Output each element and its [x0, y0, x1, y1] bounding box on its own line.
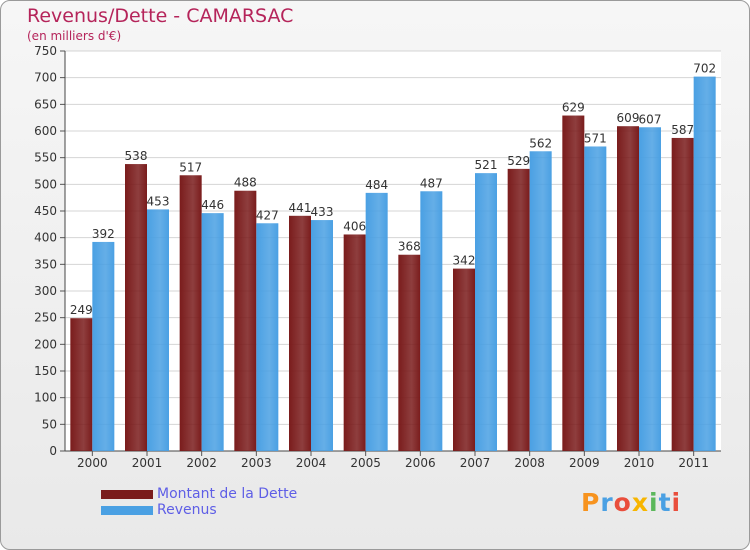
- x-tick-label: 2007: [460, 456, 491, 470]
- chart-title: Revenus/Dette - CAMARSAC: [27, 5, 294, 27]
- data-label: 487: [420, 176, 443, 190]
- x-tick-label: 2004: [296, 456, 327, 470]
- bar-debt: [70, 318, 93, 451]
- y-tick-label: 50: [42, 417, 57, 431]
- x-tick-label: 2006: [405, 456, 436, 470]
- logo-letter: x: [631, 488, 649, 517]
- x-tick-label: 2002: [186, 456, 217, 470]
- bar-revenue: [256, 223, 279, 451]
- x-tick-label: 2003: [241, 456, 272, 470]
- data-label: 406: [343, 219, 366, 233]
- data-label: 453: [147, 194, 170, 208]
- bar-debt: [398, 254, 421, 451]
- data-label: 433: [311, 205, 334, 219]
- data-label: 484: [365, 178, 388, 192]
- y-tick-label: 150: [34, 364, 57, 378]
- data-label: 441: [289, 201, 312, 215]
- x-tick-label: 2008: [514, 456, 545, 470]
- data-label: 427: [256, 208, 279, 222]
- x-tick-label: 2001: [132, 456, 163, 470]
- data-label: 607: [639, 112, 662, 126]
- y-tick-label: 100: [34, 391, 57, 405]
- data-label: 562: [529, 136, 552, 150]
- bar-revenue: [201, 213, 224, 451]
- bar-revenue: [92, 241, 115, 451]
- data-label: 249: [70, 303, 93, 317]
- bar-debt: [671, 137, 694, 451]
- logo-letter: P: [581, 488, 601, 517]
- bar-revenue: [475, 173, 497, 451]
- data-label: 609: [617, 111, 640, 125]
- data-label: 538: [125, 149, 148, 163]
- data-label: 488: [234, 176, 257, 190]
- y-tick-label: 700: [34, 71, 57, 85]
- bar-revenue: [311, 220, 333, 451]
- logo-letter: r: [600, 488, 614, 517]
- data-label: 342: [453, 254, 476, 268]
- data-label: 629: [562, 101, 585, 115]
- legend-item-revenue: Revenus: [101, 502, 297, 518]
- bar-revenue: [639, 127, 661, 452]
- data-label: 529: [507, 154, 530, 168]
- x-tick-label: 2000: [77, 456, 108, 470]
- y-tick-label: 400: [34, 231, 57, 245]
- bar-debt: [234, 190, 257, 451]
- y-tick-label: 0: [49, 444, 57, 458]
- logo-letter: i: [649, 488, 659, 517]
- bar-revenue: [529, 151, 552, 451]
- x-tick-label: 2010: [624, 456, 655, 470]
- bar-debt: [453, 268, 475, 451]
- data-label: 702: [693, 62, 716, 76]
- y-tick-label: 500: [34, 177, 57, 191]
- bar-revenue: [420, 191, 443, 451]
- y-tick-label: 250: [34, 311, 57, 325]
- y-tick-label: 300: [34, 284, 57, 298]
- legend-swatch-debt: [101, 489, 153, 499]
- chart-subtitle: (en milliers d'€): [27, 29, 122, 43]
- data-label: 446: [201, 198, 224, 212]
- y-tick-label: 600: [34, 124, 57, 138]
- legend: Montant de la Dette Revenus: [101, 486, 297, 518]
- y-tick-label: 350: [34, 257, 57, 271]
- bar-revenue: [147, 209, 169, 451]
- bar-debt: [289, 215, 311, 451]
- bar-revenue: [693, 76, 716, 451]
- y-tick-label: 550: [34, 151, 57, 165]
- y-tick-label: 200: [34, 337, 57, 351]
- data-label: 587: [671, 123, 694, 137]
- bar-debt: [507, 168, 530, 451]
- bar-debt: [179, 175, 202, 451]
- data-label: 571: [584, 131, 607, 145]
- bar-revenue: [584, 146, 607, 451]
- bar-revenue: [365, 192, 388, 451]
- bar-debt: [125, 164, 147, 452]
- logo-letter: t: [658, 488, 672, 517]
- y-tick-label: 750: [34, 44, 57, 58]
- bar-debt: [562, 115, 585, 452]
- bar-debt: [617, 126, 639, 451]
- data-label: 368: [398, 240, 421, 254]
- logo-letter: o: [613, 488, 632, 517]
- legend-item-debt: Montant de la Dette: [101, 486, 297, 502]
- data-label: 517: [179, 160, 202, 174]
- legend-label-debt: Montant de la Dette: [157, 486, 298, 502]
- data-label: 521: [475, 158, 498, 172]
- x-tick-label: 2011: [678, 456, 709, 470]
- x-tick-label: 2005: [350, 456, 381, 470]
- x-tick-label: 2009: [569, 456, 600, 470]
- logo-letter: i: [671, 488, 682, 517]
- y-tick-label: 450: [34, 204, 57, 218]
- y-tick-label: 650: [34, 97, 57, 111]
- proxiti-logo: Proxiti: [581, 488, 681, 517]
- bar-debt: [343, 234, 366, 451]
- legend-label-revenue: Revenus: [157, 502, 217, 518]
- legend-swatch-revenue: [101, 505, 153, 515]
- data-label: 392: [92, 227, 115, 241]
- plot-area: [65, 51, 721, 451]
